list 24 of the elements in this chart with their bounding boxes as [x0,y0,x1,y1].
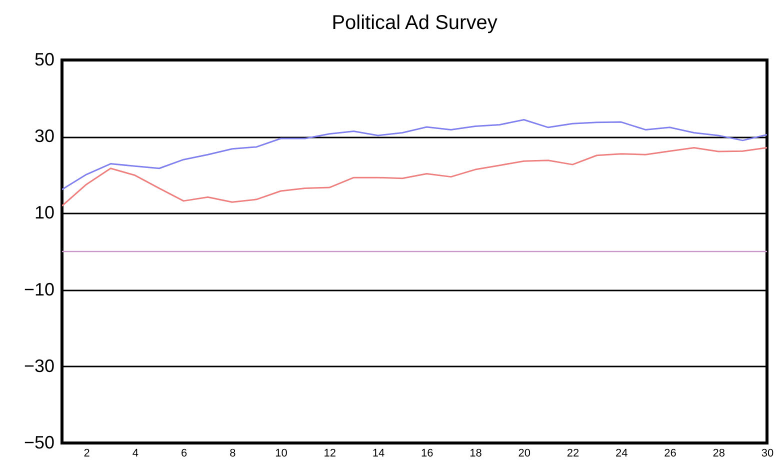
y-tick-label: 30 [34,126,54,146]
x-tick-label: 10 [275,448,288,460]
x-tick-label: 28 [712,448,726,460]
x-tick-label: 22 [566,448,580,460]
x-tick-label: 20 [518,448,531,460]
x-tick-label: 26 [664,448,676,460]
chart-title: Political Ad Survey [332,12,498,34]
x-tick-label: 18 [470,448,482,460]
x-tick-label: 6 [180,448,188,460]
y-tick-label: 10 [34,202,54,223]
y-tick-label: 50 [34,50,54,70]
x-tick-label: 12 [324,448,336,460]
y-tick-label: −10 [24,279,54,300]
x-tick-label: 8 [230,448,236,460]
line-series [62,146,767,207]
y-tick-label: −30 [24,356,54,376]
x-tick-label: 16 [421,448,434,460]
x-tick-label: 4 [132,448,138,460]
x-tick-label: 2 [84,448,90,460]
line-series [62,119,767,190]
x-tick-label: 24 [616,448,628,460]
y-tick-label: −50 [24,432,54,452]
x-tick-label: 14 [372,448,385,460]
x-tick-label: 30 [761,448,774,460]
